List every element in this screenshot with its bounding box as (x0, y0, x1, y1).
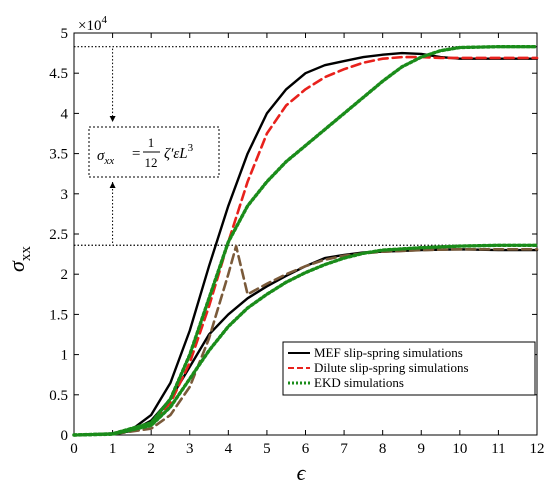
x-tick-label: 12 (530, 441, 545, 457)
equation-rhs: ζ′ε̇L3 (164, 142, 194, 162)
equation-eq: = (131, 146, 141, 162)
y-tick-label: 4.5 (49, 66, 68, 82)
x-tick-label: 1 (109, 441, 117, 457)
arrow-bottom-head (109, 182, 116, 188)
x-tick-label: 10 (452, 441, 467, 457)
series-3-curve-1 (72, 243, 539, 437)
x-tick-label: 2 (147, 441, 155, 457)
equation-frac-den: 12 (145, 155, 158, 170)
series-layer (72, 45, 539, 437)
x-tick-label: 0 (70, 441, 78, 457)
y-tick-label: 0 (61, 428, 69, 444)
x-tick-label: 6 (302, 441, 310, 457)
equation-annotation: σxx = 1 12 ζ′ε̇L3 (88, 126, 220, 178)
y-tick-label: 1.5 (49, 307, 68, 323)
y-axis-label: σxx (4, 246, 34, 272)
series-3-curve-0 (72, 45, 539, 437)
series-1-curve-0 (72, 55, 539, 437)
legend-label-ekd: EKD simulations (314, 375, 404, 390)
y-tick-label: 5 (61, 26, 69, 42)
y-multiplier: ×104 (78, 14, 107, 34)
series-2-curve-0 (72, 244, 539, 437)
y-tick-label: 1 (61, 348, 69, 364)
x-tick-label: 3 (186, 441, 194, 457)
x-tick-label: 8 (379, 441, 387, 457)
y-axis-ticks: 0 0.5 1 1.5 2 2.5 3 3.5 4 4.5 5 (49, 26, 537, 444)
legend-item-ekd: EKD simulations (288, 375, 404, 390)
legend-item-dilute: Dilute slip-spring simulations (288, 360, 469, 375)
y-tick-label: 0.5 (49, 388, 68, 404)
y-tick-label: 2.5 (49, 227, 68, 243)
x-tick-label: 5 (263, 441, 271, 457)
x-tick-label: 4 (225, 441, 233, 457)
legend-label-dilute: Dilute slip-spring simulations (314, 360, 469, 375)
y-tick-label: 3.5 (49, 147, 68, 163)
legend-item-mef: MEF slip-spring simulations (288, 345, 463, 360)
x-tick-label: 7 (340, 441, 348, 457)
x-axis-label: ϵ (297, 460, 307, 485)
x-tick-label: 11 (491, 441, 505, 457)
legend-label-mef: MEF slip-spring simulations (314, 345, 463, 360)
legend: MEF slip-spring simulations Dilute slip-… (282, 341, 536, 396)
y-tick-label: 2 (61, 267, 69, 283)
equation-lhs: σxx (97, 148, 114, 167)
x-axis-ticks: 0 1 2 3 4 5 6 7 8 9 10 11 12 (70, 33, 545, 457)
y-tick-label: 3 (61, 187, 69, 203)
x-tick-label: 9 (418, 441, 426, 457)
equation-frac-num: 1 (148, 135, 155, 150)
arrow-top-head (109, 116, 116, 122)
y-tick-label: 4 (61, 106, 69, 122)
